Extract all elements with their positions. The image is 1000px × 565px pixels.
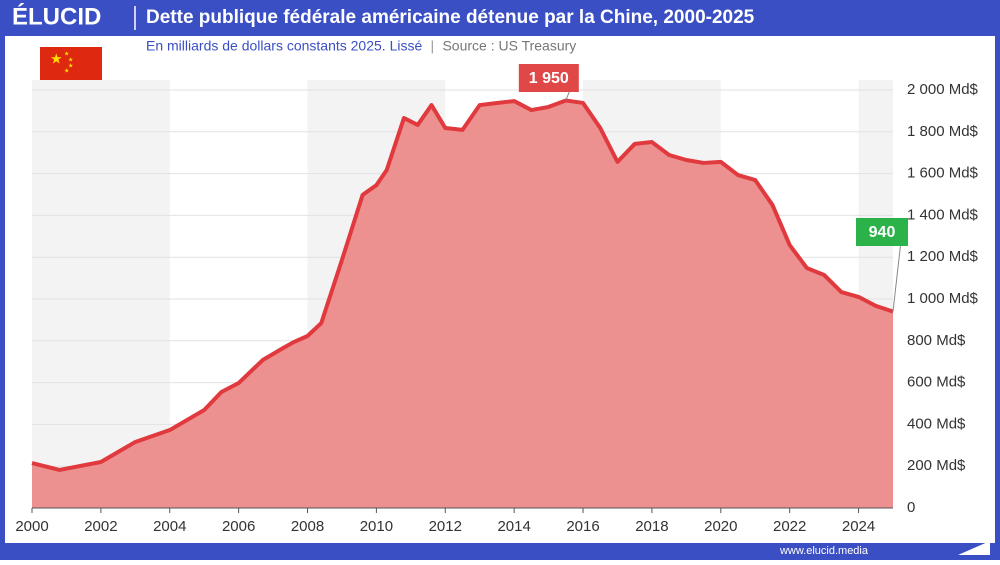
y-tick-label: 600 Md$	[907, 374, 966, 391]
x-tick-label: 2018	[635, 518, 668, 535]
footer-logo	[958, 541, 990, 555]
annotation-label: 1 950	[529, 70, 569, 87]
subtitle: En milliards de dollars constants 2025. …	[146, 38, 422, 54]
flag-star: ★	[68, 57, 73, 64]
flag-star: ★	[64, 51, 69, 58]
footer-url: www.elucid.media	[779, 545, 869, 557]
y-tick-label: 2 000 Md$	[907, 81, 979, 98]
y-tick-label: 800 Md$	[907, 332, 966, 349]
x-tick-label: 2002	[84, 518, 117, 535]
x-tick-label: 2006	[222, 518, 255, 535]
x-tick-label: 2014	[497, 518, 530, 535]
x-tick-label: 2016	[566, 518, 599, 535]
flag-star: ★	[64, 68, 69, 75]
x-tick-label: 2022	[773, 518, 806, 535]
y-tick-label: 400 Md$	[907, 415, 966, 432]
annotation-box	[856, 218, 908, 246]
flag-star: ★	[68, 63, 73, 70]
y-tick-label: 1 600 Md$	[907, 165, 979, 182]
x-tick-label: 2008	[291, 518, 324, 535]
y-tick-label: 1 200 Md$	[907, 248, 979, 265]
y-tick-label: 0	[907, 499, 915, 516]
y-tick-label: 1 400 Md$	[907, 206, 979, 223]
chart-title: Dette publique fédérale américaine déten…	[146, 7, 755, 28]
x-tick-label: 2012	[429, 518, 462, 535]
x-tick-label: 2000	[15, 518, 48, 535]
logo: ÉLUCID	[12, 2, 101, 30]
annotation-label: 940	[869, 224, 896, 241]
y-tick-label: 1 800 Md$	[907, 123, 979, 140]
x-tick-label: 2004	[153, 518, 186, 535]
x-tick-label: 2010	[360, 518, 393, 535]
separator: |	[430, 38, 434, 54]
source: Source : US Treasury	[442, 38, 576, 54]
y-tick-label: 200 Md$	[907, 457, 966, 474]
x-tick-label: 2024	[842, 518, 875, 535]
x-tick-label: 2020	[704, 518, 737, 535]
flag-star: ★	[50, 51, 63, 67]
annotation-box	[518, 64, 579, 92]
area	[32, 100, 893, 508]
line	[31, 98, 894, 472]
y-tick-label: 1 000 Md$	[907, 290, 979, 307]
plot: 0 200 Md$ 400 Md$ 600 Md$ 800 Md$ 1 000 Md$ 1 …	[15, 64, 979, 535]
